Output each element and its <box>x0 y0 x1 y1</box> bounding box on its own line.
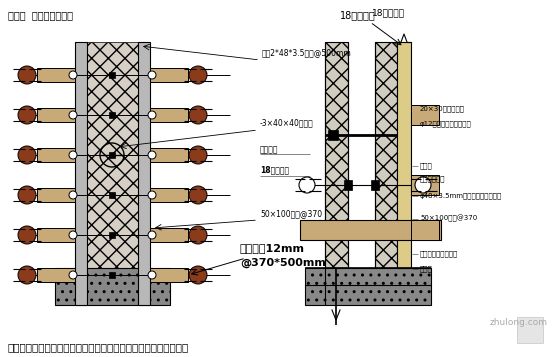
Circle shape <box>18 226 36 244</box>
Bar <box>109 192 115 198</box>
Bar <box>109 72 115 78</box>
Circle shape <box>148 71 156 79</box>
Bar <box>87 42 138 268</box>
Bar <box>300 220 441 240</box>
Bar <box>305 268 431 305</box>
Circle shape <box>69 111 77 119</box>
Bar <box>411 105 439 125</box>
Bar <box>37 228 75 242</box>
Bar <box>109 272 115 278</box>
Text: 18厚胶合板: 18厚胶合板 <box>372 8 405 17</box>
Text: 限位销: 限位销 <box>420 162 433 169</box>
Bar <box>411 175 439 195</box>
Circle shape <box>69 71 77 79</box>
Text: 止水螺杆: 止水螺杆 <box>260 145 278 154</box>
Text: 18厚木垫块: 18厚木垫块 <box>260 165 289 174</box>
Text: 20×30膨胀止水条: 20×30膨胀止水条 <box>420 105 465 112</box>
Circle shape <box>69 151 77 159</box>
Text: 基台、垫层、底板面: 基台、垫层、底板面 <box>420 250 458 257</box>
Circle shape <box>148 231 156 239</box>
Bar <box>150 108 188 122</box>
Circle shape <box>18 66 36 84</box>
Text: @370*500mm: @370*500mm <box>240 258 326 268</box>
Bar <box>37 148 75 162</box>
Bar <box>138 42 150 305</box>
Bar <box>37 268 75 282</box>
Text: 墙插筋: 墙插筋 <box>420 265 433 272</box>
Bar <box>150 148 188 162</box>
Bar <box>397 42 411 268</box>
Circle shape <box>189 106 207 124</box>
Bar <box>37 188 75 202</box>
Bar <box>371 180 379 190</box>
Circle shape <box>189 266 207 284</box>
Circle shape <box>69 191 77 199</box>
Text: 大棒2*48*3.5钢管@500mm: 大棒2*48*3.5钢管@500mm <box>262 48 352 57</box>
Bar <box>37 68 75 82</box>
Circle shape <box>189 186 207 204</box>
Bar <box>375 42 397 268</box>
Circle shape <box>18 106 36 124</box>
Circle shape <box>189 66 207 84</box>
Text: 18厚胶合板: 18厚胶合板 <box>340 10 376 20</box>
Circle shape <box>189 226 207 244</box>
Text: φ48×3.5mm钢管加山型卡件固定: φ48×3.5mm钢管加山型卡件固定 <box>420 192 502 198</box>
Text: 对拉螺栓12mm: 对拉螺栓12mm <box>240 243 305 253</box>
Bar <box>37 108 75 122</box>
Text: （七）  模板支撑大样：: （七） 模板支撑大样： <box>8 10 73 20</box>
Circle shape <box>148 151 156 159</box>
Circle shape <box>69 231 77 239</box>
Bar <box>344 180 352 190</box>
Bar <box>75 42 87 305</box>
Circle shape <box>148 191 156 199</box>
Bar <box>328 130 338 140</box>
Text: zhulong.com: zhulong.com <box>490 318 548 327</box>
Bar <box>411 220 439 240</box>
Bar <box>150 68 188 82</box>
Bar <box>109 232 115 238</box>
Bar <box>150 188 188 202</box>
Circle shape <box>18 266 36 284</box>
Text: 防水砼墙水平施工缝、止水钢板及止水螺杆、模板支撑大样（一）: 防水砼墙水平施工缝、止水钢板及止水螺杆、模板支撑大样（一） <box>8 342 189 352</box>
Bar <box>325 42 348 268</box>
Bar <box>55 268 170 305</box>
Text: φ12钢筋焊装固定止水片: φ12钢筋焊装固定止水片 <box>420 120 472 127</box>
Text: 专用钢塑卡件: 专用钢塑卡件 <box>420 175 446 182</box>
Text: -3×40×40止水环: -3×40×40止水环 <box>260 118 314 127</box>
Circle shape <box>415 177 431 193</box>
Text: 50×100枋方@370: 50×100枋方@370 <box>260 209 322 218</box>
Circle shape <box>148 271 156 279</box>
Circle shape <box>148 111 156 119</box>
Circle shape <box>69 271 77 279</box>
Bar <box>109 152 115 158</box>
Bar <box>150 268 188 282</box>
Circle shape <box>189 146 207 164</box>
Circle shape <box>18 186 36 204</box>
Bar <box>109 112 115 118</box>
Text: 50×100枋方@370: 50×100枋方@370 <box>420 215 477 222</box>
Bar <box>150 228 188 242</box>
Circle shape <box>299 177 315 193</box>
Circle shape <box>18 146 36 164</box>
